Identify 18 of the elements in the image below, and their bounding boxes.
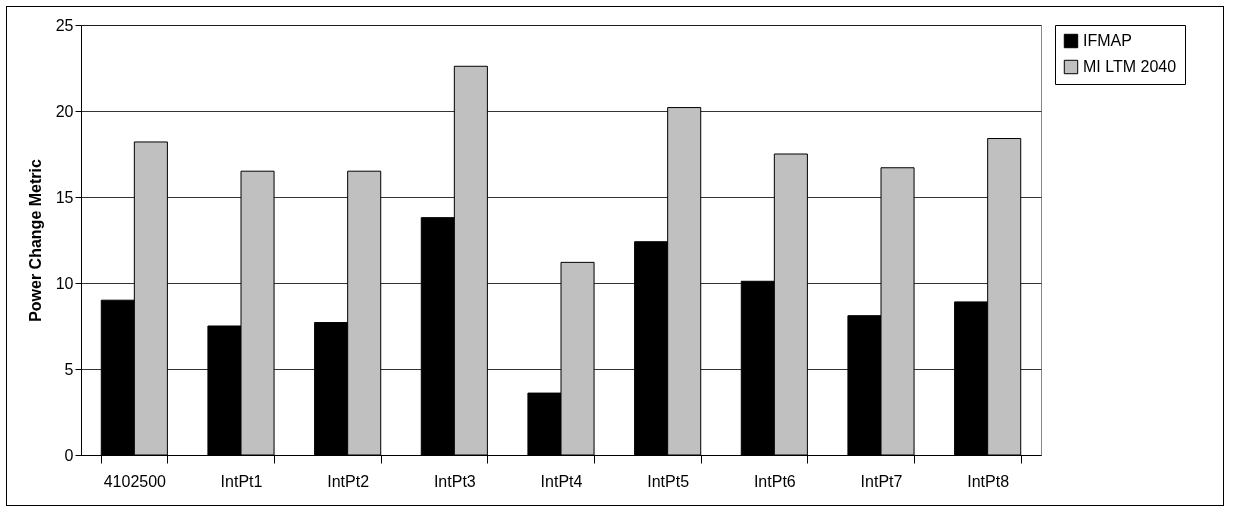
x-tick-label: IntPt3 bbox=[433, 472, 476, 490]
y-tick-label: 25 bbox=[55, 16, 74, 34]
x-tick-label: IntPt7 bbox=[860, 472, 903, 490]
legend-label: IFMAP bbox=[1083, 32, 1132, 49]
x-tick-label: IntPt5 bbox=[647, 472, 690, 490]
legend-label: MI LTM 2040 bbox=[1083, 58, 1177, 75]
x-tick-label: IntPt6 bbox=[753, 472, 796, 490]
x-tick-label: IntPt2 bbox=[327, 472, 370, 490]
y-tick-label: 5 bbox=[64, 360, 74, 378]
y-tick-label: 15 bbox=[55, 188, 74, 206]
y-tick-label: 0 bbox=[64, 446, 74, 464]
y-tick-label: 20 bbox=[55, 102, 74, 120]
y-axis-title: Power Change Metric bbox=[26, 159, 44, 322]
y-tick-label: 10 bbox=[55, 274, 74, 292]
x-tick-label: IntPt8 bbox=[967, 472, 1010, 490]
x-tick-label: IntPt4 bbox=[540, 472, 583, 490]
x-tick-label: IntPt1 bbox=[220, 472, 263, 490]
x-tick-label: 4102500 bbox=[103, 472, 167, 490]
